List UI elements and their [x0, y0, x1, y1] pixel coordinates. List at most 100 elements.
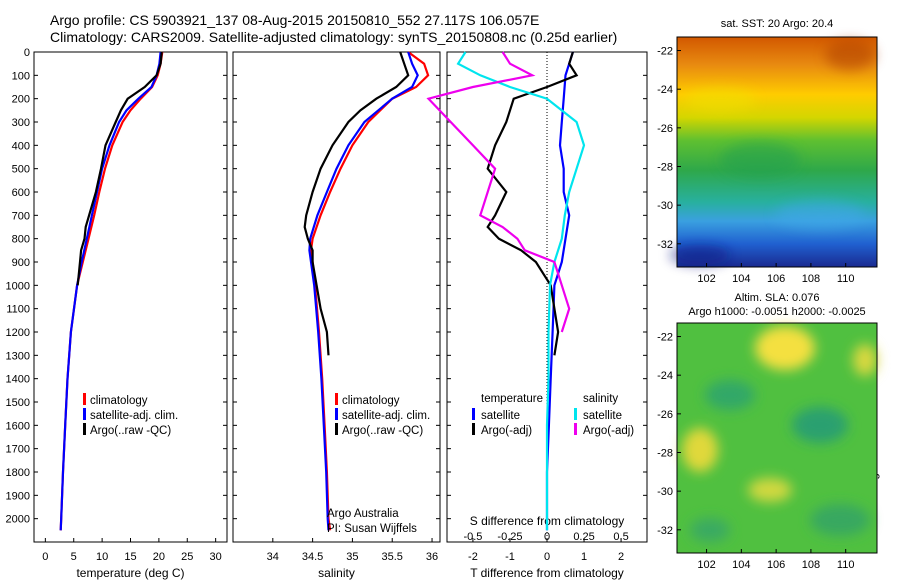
sst-yellow-patch — [685, 88, 755, 112]
x-axis-label: T difference from climatology — [470, 566, 624, 580]
legend-swatch — [83, 393, 86, 405]
legend-swatch — [472, 423, 475, 435]
map-x-tick-label: 106 — [767, 273, 785, 285]
depth-tick-label: 400 — [12, 140, 30, 152]
sst-cool-patch — [775, 201, 865, 229]
legend-label: satellite — [481, 410, 520, 422]
map-y-tick-label: -26 — [657, 409, 673, 421]
depth-tick-label: 900 — [12, 257, 30, 269]
legend-label: Argo(-adj) — [481, 425, 532, 437]
x-tick-label: 30 — [210, 551, 222, 563]
x-tick-label: 10 — [96, 551, 108, 563]
map-x-tick-label: 108 — [802, 559, 820, 571]
sla-high-3 — [853, 344, 877, 376]
map-y-tick-label: -26 — [657, 123, 673, 135]
x-tick-label: 36 — [426, 551, 438, 563]
legend-label: satellite-adj. clim. — [342, 410, 430, 422]
map-y-tick-label: -28 — [657, 161, 673, 173]
x-tick-label: -2 — [468, 551, 478, 563]
x-tick-label: 35 — [346, 551, 358, 563]
x-tick-label: 2 — [618, 551, 624, 563]
annotation-line: Argo Australia — [327, 508, 399, 520]
depth-tick-label: 300 — [12, 117, 30, 129]
sla-map — [676, 322, 878, 554]
map-title: sat. SST: 20 Argo: 20.4 — [721, 18, 834, 30]
legend-label: Argo(-adj) — [583, 425, 634, 437]
depth-tick-label: 1800 — [6, 467, 30, 479]
series-line — [76, 51, 163, 286]
series-line — [59, 51, 162, 531]
x-tick-label: 5 — [71, 551, 77, 563]
map-x-tick-label: 110 — [837, 559, 855, 571]
sla-high-4 — [748, 478, 792, 502]
sla-low-1 — [705, 380, 755, 410]
depth-tick-label: 1700 — [6, 444, 30, 456]
legend-swatch — [574, 408, 577, 420]
map-y-tick-label: -22 — [657, 46, 673, 58]
chart-elements: 0100200300400500600700800900100011001200… — [6, 18, 866, 580]
series-line — [303, 51, 410, 356]
x-axis-label: temperature (deg C) — [76, 566, 184, 580]
depth-tick-label: 700 — [12, 210, 30, 222]
x-tick-label-top: 0.5 — [613, 531, 628, 543]
map-y-tick-label: -30 — [657, 200, 673, 212]
legend-label: Argo(..raw -QC) — [342, 425, 423, 437]
depth-tick-label: 1900 — [6, 490, 30, 502]
header-line-1: Argo profile: CS 5903921_137 08-Aug-2015… — [50, 12, 540, 28]
sla-map-texture — [682, 326, 877, 542]
map-x-tick-label: 110 — [837, 273, 855, 285]
x-tick-label-top: -0.25 — [497, 531, 522, 543]
depth-tick-label: 1000 — [6, 280, 30, 292]
map-y-tick-label: -30 — [657, 486, 673, 498]
legend-label: climatology — [90, 395, 148, 407]
map-subtitle: Argo h1000: -0.0051 h2000: -0.0025 — [688, 306, 865, 318]
sla-high-2 — [682, 428, 718, 472]
map-x-tick-label: 102 — [697, 559, 715, 571]
sla-low-3 — [810, 504, 870, 536]
map-y-tick-label: -28 — [657, 447, 673, 459]
map-y-tick-label: -24 — [657, 370, 673, 382]
legend-swatch — [574, 423, 577, 435]
legend-label: climatology — [342, 395, 400, 407]
depth-tick-label: 1500 — [6, 397, 30, 409]
sla-map-frame — [676, 322, 878, 554]
depth-tick-label: 800 — [12, 234, 30, 246]
legend-label: Argo(..raw -QC) — [90, 425, 171, 437]
depth-tick-label: 0 — [24, 47, 30, 59]
map-x-tick-label: 104 — [732, 273, 750, 285]
map-y-tick-label: -24 — [657, 84, 673, 96]
x-tick-label: 34.5 — [302, 551, 323, 563]
x-tick-label: -1 — [505, 551, 515, 563]
map-title: Altim. SLA: 0.076 — [735, 292, 820, 304]
map-x-tick-label: 106 — [767, 559, 785, 571]
series-line — [545, 51, 574, 531]
sst-warm-patch — [825, 40, 875, 70]
depth-tick-label: 600 — [12, 187, 30, 199]
sst-map — [670, 36, 878, 268]
legend-label: satellite — [583, 410, 622, 422]
legend-swatch — [472, 408, 475, 420]
series-line — [426, 51, 571, 333]
depth-tick-label: 100 — [12, 70, 30, 82]
depth-tick-label: 1600 — [6, 420, 30, 432]
depth-tick-label: 1200 — [6, 327, 30, 339]
map-y-tick-label: -22 — [657, 332, 673, 344]
map-y-tick-label: -32 — [657, 239, 673, 251]
salinity-panel-frame — [232, 51, 441, 543]
sst-map-frame — [676, 36, 878, 268]
legend-label: satellite-adj. clim. — [90, 410, 178, 422]
legend-swatch — [335, 423, 338, 435]
x-tick-label-top: 0 — [544, 531, 550, 543]
sst-green-patch — [720, 142, 800, 178]
legend-swatch — [83, 423, 86, 435]
depth-tick-label: 1100 — [6, 304, 30, 316]
series-line — [309, 51, 430, 531]
sla-high-1 — [755, 326, 815, 370]
legend-swatch — [335, 393, 338, 405]
x-tick-label: 0 — [42, 551, 48, 563]
x-axis-label: salinity — [318, 566, 355, 580]
map-x-tick-label: 108 — [802, 273, 820, 285]
sla-low-2 — [792, 407, 848, 443]
series-line — [456, 51, 586, 531]
